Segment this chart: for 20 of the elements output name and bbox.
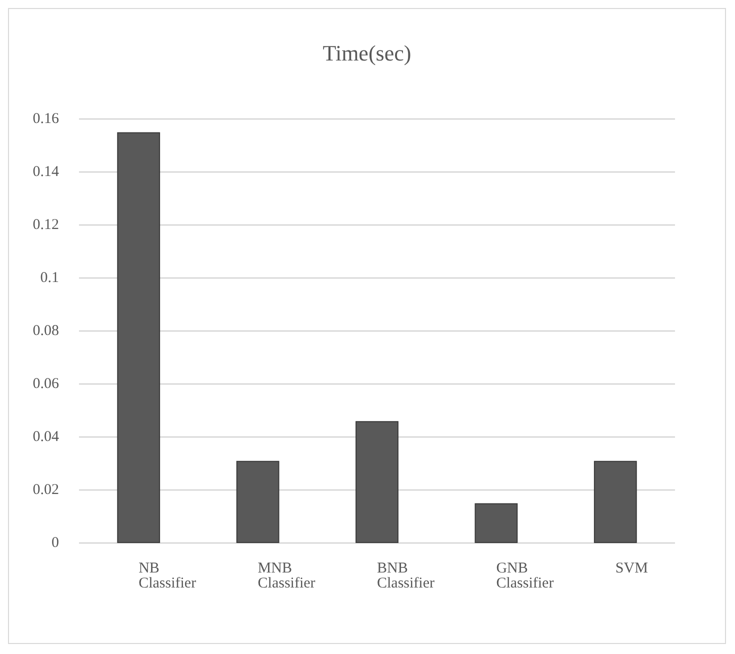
y-tick-label: 0.06 — [32, 376, 60, 392]
y-tick-label: 0.04 — [32, 429, 60, 445]
bar — [356, 421, 398, 543]
y-tick-label: 0.12 — [32, 217, 59, 233]
y-tick-label: 0 — [52, 535, 59, 551]
bar — [117, 132, 160, 543]
y-tick-label: 0.14 — [32, 164, 60, 180]
x-tick-label: SVM — [615, 560, 648, 576]
x-tick-label: MNB Classifier — [258, 560, 316, 592]
x-tick-label: GNB Classifier — [496, 560, 554, 592]
y-tick-label: 0.1 — [40, 270, 59, 286]
y-tick-label: 0.08 — [32, 323, 59, 339]
x-tick-label: NB Classifier — [138, 560, 196, 592]
bar — [594, 460, 637, 543]
chart-title: Time(sec) — [322, 40, 412, 66]
bar — [474, 503, 518, 543]
x-tick-label: BNB Classifier — [377, 560, 434, 592]
bar — [236, 460, 280, 543]
y-tick-label: 0.16 — [32, 111, 60, 127]
y-tick-label: 0.02 — [32, 482, 59, 498]
